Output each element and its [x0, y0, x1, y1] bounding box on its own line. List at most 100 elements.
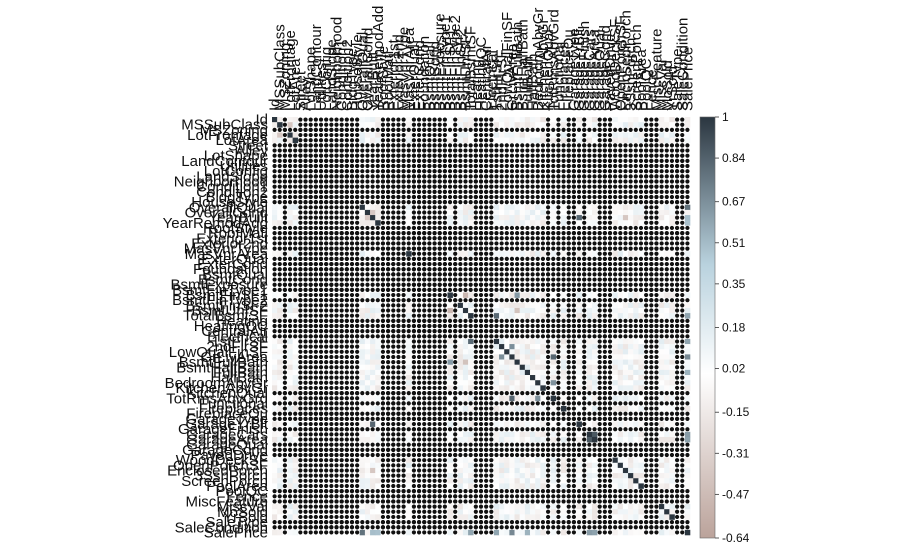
masked-cell-dot	[391, 463, 395, 467]
masked-cell-dot	[417, 205, 421, 209]
heatmap-cell	[494, 251, 499, 256]
masked-cell-dot	[345, 355, 349, 359]
heatmap-cell	[525, 138, 530, 143]
masked-cell-dot	[334, 314, 338, 318]
masked-cell-dot	[577, 241, 581, 245]
heatmap-cell	[628, 478, 633, 483]
masked-cell-dot	[417, 422, 421, 426]
heatmap-cell	[287, 360, 292, 365]
heatmap-cell	[592, 375, 597, 380]
heatmap-cell	[628, 432, 633, 437]
masked-cell-dot	[371, 169, 375, 173]
masked-cell-dot	[427, 376, 431, 380]
masked-cell-dot	[561, 195, 565, 199]
masked-cell-dot	[427, 231, 431, 235]
heatmap-cell	[272, 458, 277, 463]
masked-cell-dot	[665, 195, 669, 199]
masked-cell-dot	[541, 154, 545, 158]
masked-cell-dot	[396, 365, 400, 369]
heatmap-cell	[509, 509, 514, 514]
heatmap-cell	[633, 354, 638, 359]
masked-cell-dot	[670, 195, 674, 199]
masked-cell-dot	[309, 205, 313, 209]
heatmap-cell	[499, 463, 504, 468]
heatmap-cell	[494, 504, 499, 509]
masked-cell-dot	[319, 133, 323, 137]
masked-cell-dot	[319, 510, 323, 514]
masked-cell-dot	[525, 195, 529, 199]
masked-cell-dot	[334, 252, 338, 256]
masked-cell-dot	[381, 370, 385, 374]
heatmap-cell	[576, 396, 581, 401]
masked-cell-dot	[309, 262, 313, 266]
masked-cell-dot	[422, 293, 426, 297]
masked-cell-dot	[427, 117, 431, 121]
masked-cell-dot	[577, 226, 581, 230]
heatmap-cell	[576, 432, 581, 437]
heatmap-cell	[576, 303, 581, 308]
heatmap-cell	[463, 344, 468, 349]
masked-cell-dot	[329, 205, 333, 209]
masked-cell-dot	[391, 386, 395, 390]
masked-cell-dot	[355, 133, 359, 137]
heatmap-cell	[669, 421, 674, 426]
masked-cell-dot	[386, 221, 390, 225]
masked-cell-dot	[340, 128, 344, 132]
heatmap-cell	[406, 292, 411, 297]
heatmap-cell	[277, 396, 282, 401]
masked-cell-dot	[314, 360, 318, 364]
heatmap-cell	[277, 478, 282, 483]
heatmap-cell	[587, 463, 592, 468]
masked-cell-dot	[345, 437, 349, 441]
masked-cell-dot	[417, 515, 421, 519]
masked-cell-dot	[334, 159, 338, 163]
masked-cell-dot	[381, 386, 385, 390]
masked-cell-dot	[592, 226, 596, 230]
masked-cell-dot	[355, 190, 359, 194]
heatmap-cell	[447, 339, 452, 344]
masked-cell-dot	[639, 143, 643, 147]
heatmap-cell	[618, 421, 623, 426]
masked-cell-dot	[417, 159, 421, 163]
masked-cell-dot	[536, 236, 540, 240]
masked-cell-dot	[417, 262, 421, 266]
masked-cell-dot	[613, 262, 617, 266]
masked-cell-dot	[401, 205, 405, 209]
masked-cell-dot	[350, 123, 354, 127]
masked-cell-dot	[329, 190, 333, 194]
masked-cell-dot	[371, 200, 375, 204]
heatmap-cell	[406, 215, 411, 220]
masked-cell-dot	[660, 148, 664, 152]
heatmap-cell	[618, 432, 623, 437]
heatmap-cell	[406, 504, 411, 509]
masked-cell-dot	[401, 406, 405, 410]
heatmap-cell	[525, 308, 530, 313]
masked-cell-dot	[401, 437, 405, 441]
heatmap-cell	[540, 220, 545, 225]
masked-cell-dot	[365, 128, 369, 132]
masked-cell-dot	[288, 169, 292, 173]
masked-cell-dot	[340, 314, 344, 318]
heatmap-cell	[468, 117, 473, 122]
masked-cell-dot	[272, 164, 276, 168]
heatmap-cell	[458, 303, 463, 308]
masked-cell-dot	[510, 190, 514, 194]
heatmap-cell	[664, 313, 669, 318]
masked-cell-dot	[396, 458, 400, 462]
masked-cell-dot	[660, 257, 664, 261]
masked-cell-dot	[391, 422, 395, 426]
heatmap-cell	[551, 463, 556, 468]
masked-cell-dot	[634, 272, 638, 276]
masked-cell-dot	[345, 360, 349, 364]
masked-cell-dot	[303, 272, 307, 276]
masked-cell-dot	[298, 169, 302, 173]
heatmap-cell	[458, 138, 463, 143]
heatmap-cell	[515, 483, 520, 488]
masked-cell-dot	[412, 231, 416, 235]
masked-cell-dot	[412, 530, 416, 534]
heatmap-cell	[375, 308, 380, 313]
masked-cell-dot	[298, 128, 302, 132]
masked-cell-dot	[278, 231, 282, 235]
masked-cell-dot	[376, 257, 380, 261]
masked-cell-dot	[324, 267, 328, 271]
